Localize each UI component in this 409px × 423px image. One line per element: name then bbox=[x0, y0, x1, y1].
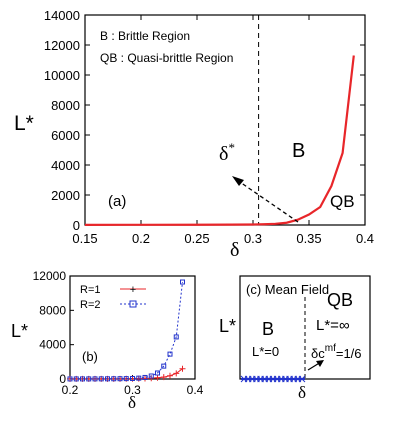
data-point bbox=[105, 376, 110, 382]
x-tick-label-a: 0.15 bbox=[72, 231, 97, 246]
legend-marker-plus-icon: + bbox=[130, 284, 136, 296]
y-tick-label-b: 8000 bbox=[39, 303, 66, 317]
x-axis-label-b: δ bbox=[128, 393, 136, 412]
x-tick-label-b: 0.2 bbox=[62, 383, 79, 397]
y-tick-label-b: 0 bbox=[59, 372, 66, 386]
y-tick-label-b: 12000 bbox=[33, 269, 67, 283]
data-point bbox=[142, 374, 148, 380]
y-tick-label-a: 10000 bbox=[44, 68, 80, 83]
data-point bbox=[173, 334, 179, 340]
x-tick-label-b: 0.4 bbox=[187, 383, 204, 397]
y-tick-label-b: 4000 bbox=[39, 338, 66, 352]
arrowhead-c-icon bbox=[316, 360, 324, 367]
panel-label-b: (b) bbox=[82, 349, 98, 364]
series-line-R=2 bbox=[70, 281, 183, 380]
x-axis-label-a: δ bbox=[230, 239, 239, 261]
data-point bbox=[111, 376, 117, 382]
x-tick-label-a: 0.35 bbox=[296, 231, 321, 246]
series-line-a bbox=[84, 55, 355, 226]
data-point bbox=[161, 363, 167, 369]
data-point bbox=[117, 376, 123, 382]
panel-label-c: (c) Mean Field bbox=[246, 282, 329, 297]
data-point bbox=[67, 376, 73, 382]
critical-delta-label: δ* bbox=[219, 140, 235, 165]
x-tick-label-a: 0.2 bbox=[132, 231, 150, 246]
region-qb-label: QB bbox=[330, 192, 355, 211]
data-point bbox=[160, 374, 167, 381]
data-point bbox=[123, 376, 129, 382]
legend-b: R=1 + R=2 bbox=[80, 284, 146, 311]
legend-label-r1: R=1 bbox=[80, 284, 101, 296]
x-tick-label-b: 0.3 bbox=[124, 383, 141, 397]
data-point bbox=[154, 374, 161, 381]
region-qb-label-c: QB bbox=[327, 290, 353, 310]
critical-mf-label: δcmf=1/6 bbox=[311, 343, 362, 361]
panel-c: (c) Mean Field B L*=0 QB L*=∞ δcmf=1/6 δ… bbox=[219, 275, 371, 402]
region-b-value: L*=0 bbox=[252, 344, 279, 359]
y-tick-label-a: 0 bbox=[73, 218, 80, 233]
data-point bbox=[148, 373, 154, 379]
legend-line-2: QB : Quasi-brittle Region bbox=[100, 51, 233, 65]
y-tick-label-a: 2000 bbox=[51, 188, 80, 203]
x-tick-label-a: 0.3 bbox=[244, 231, 262, 246]
data-point-c bbox=[298, 375, 306, 383]
data-point bbox=[167, 372, 173, 379]
data-point bbox=[179, 365, 186, 372]
data-point bbox=[173, 370, 180, 377]
arrowhead-icon bbox=[232, 176, 244, 186]
y-axis-label-b: L* bbox=[11, 321, 28, 341]
y-axis-label-a: L* bbox=[14, 112, 34, 135]
y-tick-label-a: 14000 bbox=[44, 8, 80, 23]
legend-line-1: B : Brittle Region bbox=[100, 29, 190, 43]
legend-marker-square-icon bbox=[129, 300, 137, 308]
data-point bbox=[73, 376, 79, 382]
data-point bbox=[130, 375, 135, 381]
data-point bbox=[155, 370, 160, 376]
x-tick-label-a: 0.25 bbox=[184, 231, 209, 246]
y-tick-label-a: 12000 bbox=[44, 38, 80, 53]
data-point bbox=[92, 376, 98, 382]
panel-label-a: (a) bbox=[108, 193, 126, 210]
y-axis-label-c: L* bbox=[219, 316, 236, 336]
region-b-label: B bbox=[292, 140, 305, 162]
region-qb-value: L*=∞ bbox=[316, 317, 350, 334]
y-tick-label-a: 6000 bbox=[51, 128, 80, 143]
data-point bbox=[80, 376, 85, 382]
y-tick-label-a: 8000 bbox=[51, 98, 80, 113]
data-point bbox=[86, 376, 92, 382]
y-tick-label-a: 4000 bbox=[51, 158, 80, 173]
x-tick-label-a: 0.4 bbox=[356, 231, 374, 246]
data-point bbox=[167, 351, 173, 357]
data-point bbox=[180, 279, 185, 285]
x-axis-label-c: δ bbox=[298, 383, 306, 402]
data-point bbox=[136, 375, 142, 381]
panel-a: 0.15 0.2 0.25 0.3 0.35 0.4 0 2000 4000 6000 8000 10… bbox=[14, 8, 374, 261]
region-b-label-c: B bbox=[262, 319, 274, 339]
plot-frame-a bbox=[84, 14, 366, 226]
data-point bbox=[98, 376, 104, 382]
critical-arrow bbox=[236, 179, 299, 223]
legend-label-r2: R=2 bbox=[80, 299, 101, 311]
